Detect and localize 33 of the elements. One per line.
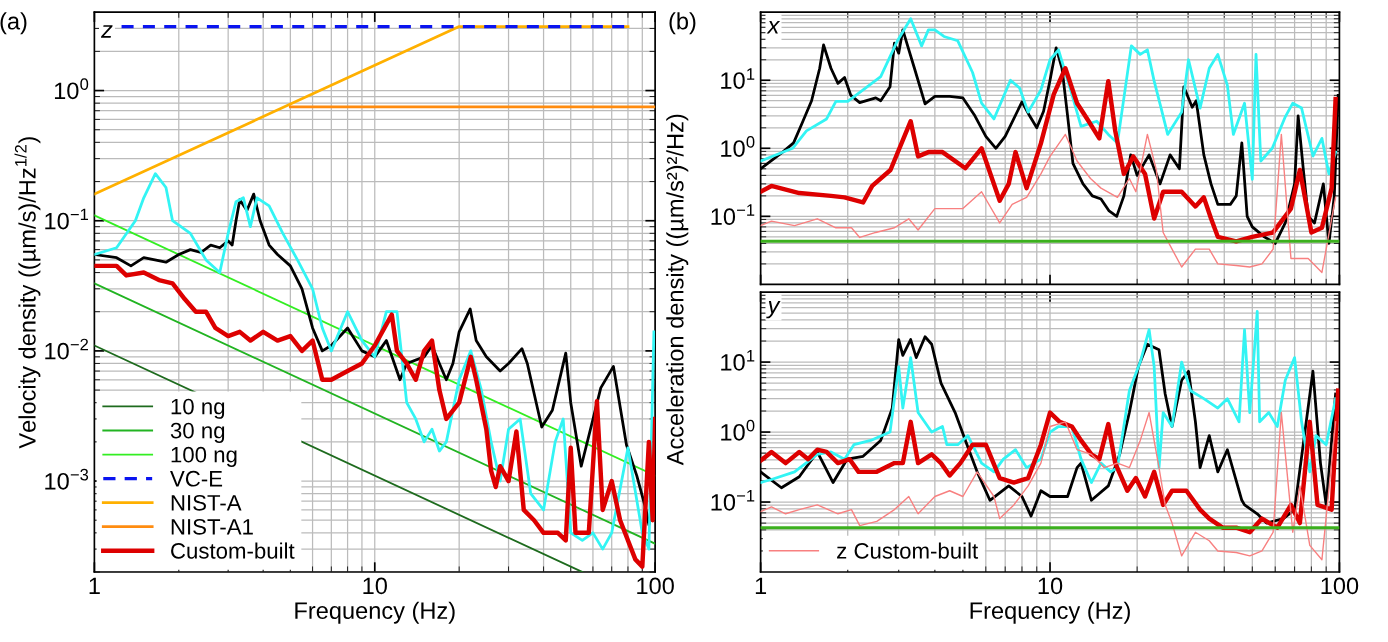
text: (a) <box>0 12 27 35</box>
x-tick-label: 100 <box>1321 577 1359 595</box>
legend-label: NIST-A1 <box>171 518 253 535</box>
y-tick-label: 10$^{0}$ <box>721 136 755 157</box>
legend-label: 30 ng <box>170 422 225 443</box>
x-tick-label: 10 <box>1038 577 1063 595</box>
y-axis-title: Velocity density ((µm/s)/Hz$^{1/2}$) <box>14 137 41 449</box>
legend-label: NIST-A <box>171 494 242 511</box>
y-tick-label: 10$^{1}$ <box>721 68 755 89</box>
y-axis-title: Acceleration density ((µm/s²)²/Hz) <box>666 114 689 466</box>
legend-label: 10 ng <box>171 398 225 419</box>
y-tick-label: 10$^{1}$ <box>721 350 755 371</box>
x-tick-label: 100 <box>637 577 674 595</box>
x-axis-title: Frequency (Hz) <box>970 601 1130 624</box>
legend-label: VC-E <box>170 470 223 487</box>
annotation: z <box>100 25 113 38</box>
legend-label: Custom-built <box>171 542 295 559</box>
x-tick-label: 10 <box>363 577 387 595</box>
text: (b) <box>669 12 696 35</box>
y-tick-label: 10$^{−1}$ <box>45 208 89 230</box>
y-tick-label: 10$^{−1}$ <box>711 490 755 511</box>
y-tick-label: 10$^{−1}$ <box>711 204 755 226</box>
x-tick-label: 1 <box>755 577 767 594</box>
annotation: x <box>766 20 781 34</box>
y-tick-label: 10$^{−2}$ <box>45 338 88 360</box>
y-tick-label: 10$^{−3}$ <box>45 468 89 490</box>
y-tick-label: 10$^{0}$ <box>721 419 755 441</box>
legend-label: 100 ng <box>171 446 237 467</box>
y-tick-label: 10$^{0}$ <box>54 78 89 100</box>
x-axis-title: Frequency (Hz) <box>295 601 455 624</box>
legend-label: z Custom-built <box>837 542 979 559</box>
x-tick-label: 1 <box>89 577 100 594</box>
annotation: y <box>766 300 781 319</box>
